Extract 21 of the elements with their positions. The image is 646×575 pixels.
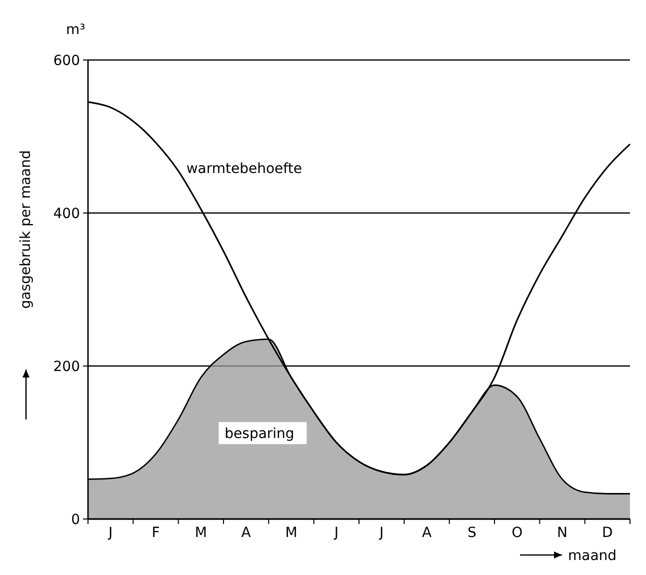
x-tick-label: M [194,525,207,541]
x-tick-label: J [333,525,338,541]
y-tick-label: 200 [53,358,80,375]
x-tick-label: F [152,525,160,541]
text: m³ [66,22,86,38]
y-tick-label: 0 [71,512,80,528]
y-axis-title: gasgebruik per maand [18,150,34,309]
x-tick-label: D [602,525,613,541]
x-tick-label: J [378,525,384,541]
series-label: besparing [224,426,294,442]
series-label: warmtebehoefte [186,160,302,177]
x-tick-label: S [467,525,476,541]
x-axis-title: maand [568,548,617,564]
y-tick-label: 400 [53,206,80,222]
y-tick-label: 600 [53,52,80,69]
x-tick-label: J [108,525,113,541]
x-tick-label: A [241,525,252,541]
x-tick-label: N [557,525,568,541]
x-tick-label: M [285,525,298,541]
x-tick-label: A [422,525,432,541]
x-tick-label: O [512,525,523,541]
